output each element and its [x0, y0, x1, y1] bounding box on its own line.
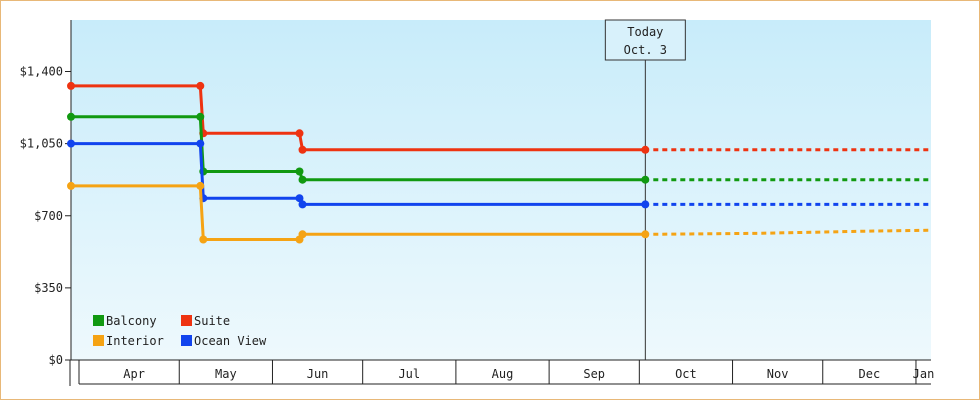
today-box [604, 19, 686, 61]
data-point [295, 167, 304, 176]
y-tick-label: $1,400 [20, 65, 63, 79]
y-tick-label: $0 [49, 353, 63, 367]
data-point [196, 139, 205, 148]
month-label: Jan [913, 367, 935, 381]
month-label: Jul [398, 367, 420, 381]
month-label: Apr [123, 367, 145, 381]
data-point [295, 194, 304, 203]
legend-label: Balcony [106, 314, 157, 328]
data-point [641, 145, 650, 154]
data-point [67, 81, 75, 90]
series-projection [653, 228, 932, 236]
data-point [67, 139, 75, 148]
data-point [196, 181, 205, 190]
series-line [71, 115, 646, 182]
series-line [71, 84, 646, 152]
data-point [298, 200, 307, 209]
month-label: Oct [675, 367, 697, 381]
data-point [298, 175, 307, 184]
month-label: Dec [859, 367, 881, 381]
plot-background [71, 20, 931, 360]
month-label: May [215, 367, 237, 381]
series-ocean-view [67, 139, 931, 209]
y-tick-label: $700 [34, 209, 63, 223]
data-point [295, 129, 304, 138]
legend-swatch [181, 335, 192, 346]
legend-label: Interior [106, 334, 164, 348]
month-label: Sep [583, 367, 605, 381]
data-point [196, 112, 205, 121]
series-suite [67, 81, 931, 154]
series-line [71, 184, 646, 241]
y-tick-label: $1,050 [20, 137, 63, 151]
data-point [641, 200, 650, 209]
series-interior [67, 181, 932, 244]
data-point [67, 181, 75, 190]
legend-label: Suite [194, 314, 230, 328]
series-line [71, 142, 646, 206]
data-point [641, 230, 650, 239]
data-point [67, 112, 75, 121]
legend-swatch [181, 315, 192, 326]
y-tick-label: $350 [34, 281, 63, 295]
data-point [199, 235, 208, 244]
y-axis: $0 $350 $700 $1,050 $1,400 [20, 20, 72, 367]
legend-swatch [93, 315, 104, 326]
today-marker: Today Oct. 3 [604, 19, 686, 360]
month-label: Aug [492, 367, 514, 381]
data-point [298, 145, 307, 154]
today-date: Oct. 3 [624, 43, 667, 57]
legend: Balcony Suite Interior Ocean View [93, 314, 267, 348]
month-label: Nov [767, 367, 789, 381]
today-label: Today [627, 25, 663, 39]
data-point [298, 230, 307, 239]
data-point [641, 175, 650, 184]
series-layer [67, 81, 932, 244]
x-axis: Apr May Jun Jul Aug Sep Oct Nov Dec Jan [69, 359, 935, 386]
legend-label: Ocean View [194, 334, 267, 348]
data-point [196, 81, 205, 90]
legend-swatch [93, 335, 104, 346]
month-label: Jun [307, 367, 329, 381]
